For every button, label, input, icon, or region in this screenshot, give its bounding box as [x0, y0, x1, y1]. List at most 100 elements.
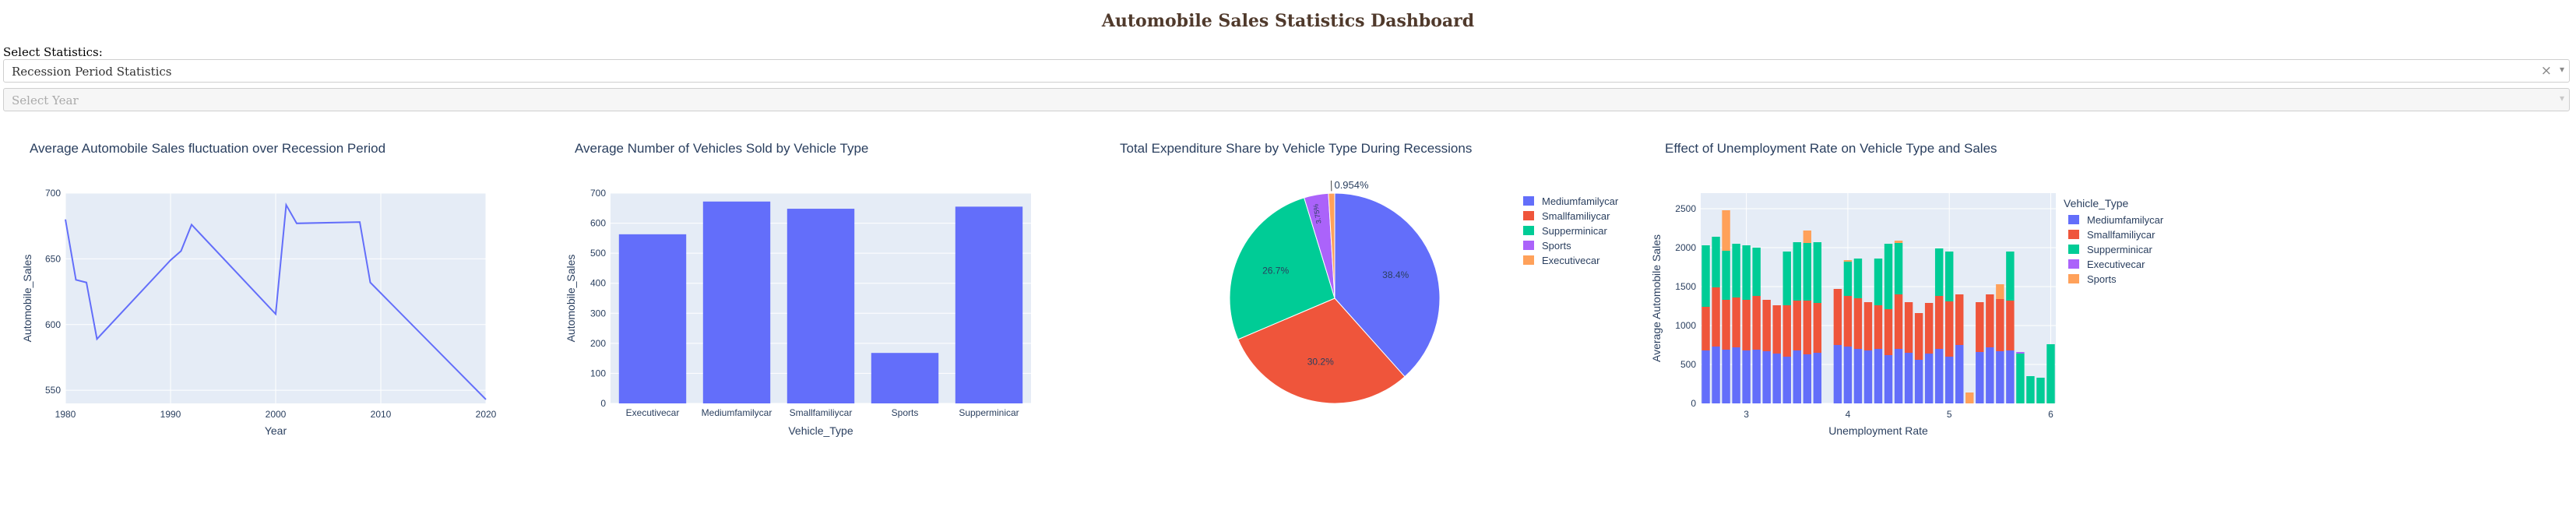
statistics-dropdown[interactable]: Recession Period Statistics × ▾ [3, 59, 2570, 83]
stacked-bar-segment [1924, 303, 1934, 354]
x-tick-label: Smallfamiliycar [790, 407, 853, 418]
y-tick-label: 400 [590, 278, 606, 289]
stacked-bar-segment [1813, 353, 1822, 403]
chart-title: Average Number of Vehicles Sold by Vehic… [575, 141, 868, 156]
x-tick-label: 5 [1947, 409, 1952, 420]
stacked-bar-segment [1701, 307, 1710, 350]
stacked-bar-segment [2046, 344, 2055, 403]
stacked-bar-segment [1843, 347, 1853, 403]
stacked-bar-segment [1894, 349, 1903, 403]
legend-entry: Mediumfamilycar [2087, 214, 2164, 226]
x-axis-label: Unemployment Rate [1828, 424, 1928, 437]
y-tick-label: 0 [600, 398, 606, 409]
stacked-bar-segment [1722, 210, 1730, 251]
y-tick-label: 700 [590, 188, 606, 199]
chart-title: Average Automobile Sales fluctuation ove… [30, 141, 385, 156]
year-dropdown[interactable]: Select Year ▾ [3, 88, 2570, 111]
unemployment-stacked-bar-chart: Effect of Unemployment Rate on Vehicle T… [1650, 141, 2164, 437]
stacked-bar-segment [2006, 350, 2015, 403]
stacked-bar-segment [1976, 352, 1984, 403]
stacked-bar-segment [1894, 294, 1903, 349]
stacked-bar-segment [1944, 301, 1954, 357]
stacked-bar-segment [1996, 351, 2004, 403]
stacked-bar-segment [1803, 231, 1812, 243]
stacked-bar-segment [1955, 345, 1964, 403]
stacked-bar-segment [1924, 354, 1934, 403]
legend-title: Vehicle_Type [2064, 197, 2128, 209]
stacked-bar-segment [1782, 252, 1791, 305]
stacked-bar-segment [1782, 305, 1791, 357]
stacked-bar-segment [1986, 347, 1994, 403]
clear-icon[interactable]: × [2540, 63, 2552, 79]
y-tick-label: 2500 [1675, 203, 1696, 214]
stacked-bar-segment [2026, 376, 2035, 403]
stacked-bar-segment [1742, 350, 1751, 403]
stacked-bar-segment [1853, 259, 1863, 298]
stacked-bar-segment [1701, 245, 1710, 307]
slice-label: 38.4% [1382, 269, 1409, 280]
stacked-bar-segment [1803, 243, 1812, 301]
x-tick-label: 1980 [55, 409, 76, 420]
stacked-bar-segment [1874, 349, 1883, 403]
stacked-bar-segment [1955, 294, 1964, 345]
stacked-bar-segment [1752, 350, 1761, 403]
stacked-bar-segment [1712, 287, 1720, 347]
chart-title: Effect of Unemployment Rate on Vehicle T… [1665, 141, 1997, 156]
pie-slice [1328, 192, 1336, 299]
stacked-bar-segment [1762, 300, 1771, 351]
stacked-bar-segment [1833, 289, 1842, 345]
stacked-bar-segment [1863, 350, 1873, 403]
stacked-bar-segment [1934, 349, 1944, 403]
stacked-bar-segment [2016, 354, 2025, 403]
x-tick-label: 1990 [160, 409, 181, 420]
legend-swatch [1523, 211, 1534, 220]
legend-swatch [2068, 259, 2079, 269]
x-tick-label: Sports [892, 407, 919, 418]
stacked-bar-segment [1863, 302, 1873, 350]
x-tick-label: Executivecar [626, 407, 680, 418]
x-tick-label: 3 [1744, 409, 1749, 420]
series-line [65, 202, 487, 400]
vehicle-type-bar-chart: Average Number of Vehicles Sold by Vehic… [565, 141, 1031, 437]
stacked-bar-segment [1884, 244, 1893, 309]
chart-title: Total Expenditure Share by Vehicle Type … [1120, 141, 1472, 156]
pie-slice [1229, 197, 1336, 340]
stacked-bar-segment [1843, 260, 1853, 262]
x-tick-label: 2020 [476, 409, 497, 420]
stacked-bar-segment [1934, 248, 1944, 296]
stacked-bar-segment [1803, 301, 1812, 354]
chevron-down-icon[interactable]: ▾ [2559, 64, 2564, 75]
stacked-bar-segment [1752, 296, 1761, 350]
recession-sales-line-chart: Average Automobile Sales fluctuation ove… [21, 141, 497, 437]
stacked-bar-segment [1996, 299, 2004, 351]
stacked-bar-segment [2006, 252, 2015, 301]
x-tick-label: Supperminicar [959, 407, 1019, 418]
stacked-bar-segment [1803, 354, 1812, 403]
bar [955, 206, 1023, 403]
slice-label: 26.7% [1262, 266, 1289, 276]
stacked-bar-segment [1732, 244, 1740, 297]
stacked-bar-segment [1874, 305, 1883, 349]
legend-entry: Mediumfamilycar [1542, 195, 1619, 207]
stacked-bar-segment [1793, 350, 1801, 403]
x-axis-label: Vehicle_Type [788, 424, 853, 437]
stacked-bar-segment [1722, 300, 1730, 350]
stacked-bar-segment [1722, 251, 1730, 300]
bar [871, 353, 939, 403]
stacked-bar-segment [1996, 284, 2004, 299]
y-tick-label: 500 [590, 248, 606, 259]
legend-swatch [1523, 226, 1534, 235]
stacked-bar-segment [1813, 303, 1822, 353]
y-tick-label: 1500 [1675, 281, 1696, 292]
y-tick-label: 0 [1691, 398, 1696, 409]
stacked-bar-segment [1833, 345, 1842, 403]
slice-label: 0.954% [1334, 179, 1369, 191]
y-tick-label: 300 [590, 308, 606, 319]
chevron-down-icon[interactable]: ▾ [2559, 93, 2564, 104]
y-axis-label: Average Automobile Sales [1650, 234, 1663, 362]
stacked-bar-segment [1853, 298, 1863, 349]
stacked-bar-segment [1793, 301, 1801, 350]
y-tick-label: 600 [45, 319, 61, 330]
stacked-bar-segment [1701, 350, 1710, 403]
page-title: Automobile Sales Statistics Dashboard [1101, 11, 1475, 31]
